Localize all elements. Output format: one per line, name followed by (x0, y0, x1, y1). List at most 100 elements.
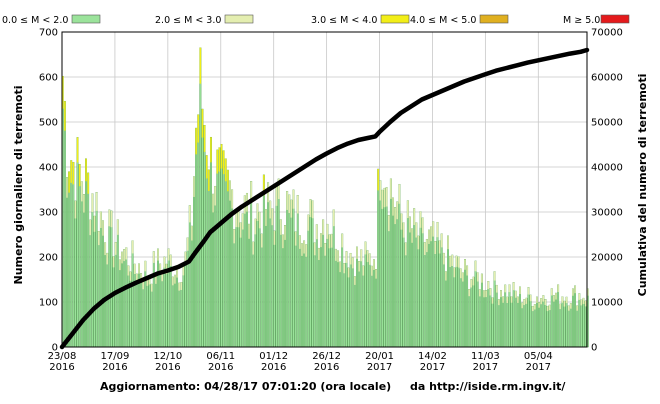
x-tick-year: 2016 (314, 362, 339, 373)
daily-bar (207, 169, 210, 348)
daily-bar-upper (186, 237, 189, 251)
cumulative-line (59, 47, 590, 350)
daily-bar (569, 303, 572, 348)
daily-bar-upper (153, 251, 155, 263)
daily-bar (307, 214, 310, 348)
daily-bar-upper (161, 272, 164, 282)
daily-bar (78, 164, 81, 348)
daily-bar (514, 290, 517, 348)
daily-bar (432, 221, 435, 348)
daily-bar (229, 180, 231, 348)
daily-bar (438, 240, 441, 348)
daily-bar-upper (72, 162, 75, 185)
daily-bar-upper (582, 298, 585, 304)
daily-bar-upper (356, 246, 358, 259)
daily-bar (239, 222, 242, 348)
daily-bar-upper (104, 242, 106, 256)
daily-bar-upper (112, 256, 115, 268)
daily-bar (150, 283, 153, 348)
daily-bar (332, 209, 335, 348)
left-tick-label: 600 (39, 73, 58, 84)
daily-bar-upper (358, 261, 360, 272)
daily-bar-upper (252, 241, 255, 255)
daily-bar-upper (347, 267, 350, 278)
daily-bar-upper (489, 288, 492, 296)
daily-bar (552, 295, 555, 348)
daily-bar-upper (296, 195, 299, 214)
daily-bar-upper (218, 147, 221, 172)
daily-bar-upper (210, 137, 212, 163)
daily-bar (495, 284, 498, 348)
daily-bar (271, 208, 274, 348)
daily-bar (349, 252, 352, 348)
daily-bar (138, 263, 140, 348)
daily-bar (525, 297, 528, 348)
daily-bar-upper (409, 216, 411, 233)
daily-bar-upper (163, 256, 166, 268)
daily-bar (148, 275, 151, 348)
daily-bar-upper (523, 299, 526, 306)
daily-bar (421, 217, 424, 348)
daily-bar (411, 228, 414, 348)
left-tick-label: 100 (39, 298, 58, 309)
daily-bar (95, 192, 98, 348)
daily-bar (364, 241, 367, 348)
daily-bar (345, 251, 348, 348)
daily-bar (252, 241, 255, 348)
daily-bar-upper (385, 187, 388, 207)
daily-bar-upper (381, 190, 384, 209)
daily-bar-upper (322, 219, 324, 235)
daily-bar (383, 187, 386, 348)
daily-bar-upper (148, 275, 151, 285)
daily-bar (447, 235, 449, 348)
x-tick-year: 2017 (420, 362, 445, 373)
daily-bar-upper (254, 218, 257, 235)
daily-bar-upper (434, 241, 437, 254)
left-tick-label: 0 (52, 343, 58, 354)
daily-bar-upper (260, 233, 263, 248)
daily-bar (576, 305, 579, 348)
daily-bar-upper (76, 137, 79, 163)
daily-bar-upper (180, 282, 183, 290)
daily-bar-upper (364, 241, 367, 255)
daily-bar (472, 276, 475, 348)
daily-bar-upper (578, 293, 581, 300)
daily-bar (108, 209, 111, 348)
daily-bar-upper (515, 291, 517, 298)
daily-bar (248, 223, 250, 348)
daily-bar (305, 244, 308, 348)
right-tick-label: 10000 (591, 298, 623, 309)
daily-bar (182, 265, 185, 348)
daily-bar (578, 293, 581, 348)
x-tick-year: 2016 (49, 362, 74, 373)
daily-bar-upper (155, 275, 157, 284)
daily-bar (387, 215, 390, 348)
daily-bar (298, 235, 301, 348)
daily-bar-upper (407, 200, 409, 219)
right-tick-label: 70000 (591, 28, 623, 39)
x-tick-label: 06/11 (206, 351, 235, 362)
daily-bar-upper (495, 285, 498, 293)
daily-bar-upper (388, 215, 390, 232)
daily-bar (199, 47, 202, 348)
daily-bar-upper (330, 234, 333, 248)
right-tick-label: 0 (591, 343, 597, 354)
daily-bar-upper (178, 282, 180, 291)
daily-bar-upper (299, 235, 301, 249)
right-tick-label: 20000 (591, 253, 623, 264)
daily-bar (116, 219, 119, 348)
daily-bar (529, 294, 532, 348)
daily-bar-upper (493, 271, 496, 281)
daily-bar-upper (258, 212, 261, 229)
daily-bar (74, 200, 77, 348)
daily-bar-upper (303, 240, 305, 254)
daily-bar (97, 231, 100, 348)
daily-bar (222, 150, 225, 348)
daily-bar-upper (563, 301, 566, 307)
daily-bar-upper (184, 251, 187, 264)
daily-bar (464, 259, 466, 348)
daily-bar (451, 254, 454, 348)
daily-bar (415, 222, 418, 348)
daily-bar (563, 300, 566, 348)
daily-bar-upper (216, 149, 219, 174)
